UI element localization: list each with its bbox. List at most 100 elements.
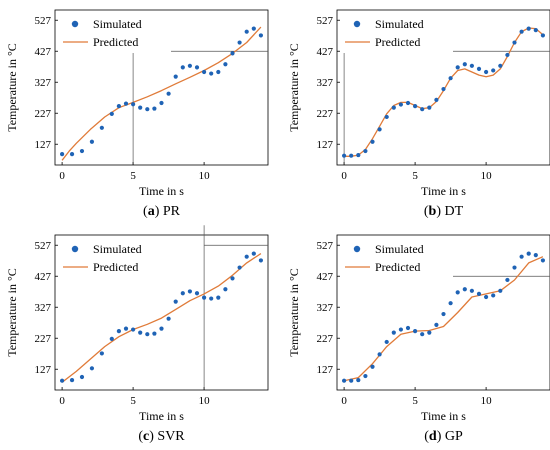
simulated-point bbox=[505, 277, 510, 283]
simulated-point bbox=[405, 325, 411, 331]
simulated-point bbox=[441, 311, 446, 317]
simulated-point bbox=[116, 329, 121, 334]
simulated-point bbox=[363, 148, 368, 154]
simulated-point bbox=[519, 254, 524, 259]
panel-caption: (a) PR bbox=[143, 204, 181, 219]
simulated-point bbox=[109, 111, 114, 116]
panel-a: 0 5 10 127 227 327 427 527 Time in s Temperature … bbox=[5, 9, 269, 219]
simulated-point bbox=[377, 352, 382, 357]
simulated-point bbox=[180, 291, 185, 296]
x-tick-label: 10 bbox=[481, 170, 493, 182]
simulated-point bbox=[202, 69, 207, 75]
simulated-point bbox=[216, 295, 221, 300]
plot-frame bbox=[54, 9, 269, 166]
simulated-point bbox=[237, 40, 242, 45]
simulated-point bbox=[370, 364, 375, 369]
plot-frame bbox=[336, 9, 550, 166]
simulated-point bbox=[223, 287, 228, 292]
simulated-point bbox=[187, 63, 192, 68]
simulated-point bbox=[533, 28, 538, 33]
simulated-point bbox=[498, 63, 503, 68]
simulated-point bbox=[60, 152, 65, 157]
simulated-point bbox=[258, 33, 263, 38]
y-tick-label: 127 bbox=[35, 139, 52, 151]
simulated-point bbox=[251, 26, 256, 31]
y-tick-label: 227 bbox=[35, 108, 52, 120]
simulated-point bbox=[230, 51, 235, 56]
predicted-line bbox=[61, 253, 262, 383]
simulated-point bbox=[166, 316, 171, 321]
simulated-point bbox=[498, 288, 503, 293]
y-tick-label: 427 bbox=[35, 46, 52, 58]
simulated-point bbox=[123, 101, 129, 106]
simulated-point bbox=[99, 125, 104, 130]
legend-simulated-marker bbox=[353, 20, 361, 28]
simulated-point bbox=[138, 330, 143, 335]
simulated-point bbox=[413, 104, 418, 109]
simulated-point bbox=[244, 29, 249, 34]
simulated-point bbox=[258, 258, 263, 263]
y-tick-label: 527 bbox=[35, 15, 52, 27]
legend: Simulated Predicted bbox=[341, 238, 453, 278]
simulated-point bbox=[441, 86, 446, 92]
simulated-point bbox=[512, 40, 517, 45]
y-tick-label: 127 bbox=[35, 364, 52, 376]
x-tick-label: 0 bbox=[59, 170, 65, 182]
simulated-point bbox=[491, 293, 496, 298]
plot-frame bbox=[336, 234, 550, 391]
simulated-point bbox=[462, 287, 467, 292]
simulated-point bbox=[533, 253, 538, 258]
panel-caption-name: GP bbox=[445, 429, 463, 444]
simulated-point bbox=[384, 114, 389, 120]
y-tick-label: 427 bbox=[35, 271, 52, 283]
panel-caption-letter: c bbox=[143, 429, 149, 444]
simulated-point bbox=[89, 366, 95, 371]
x-tick-label: 10 bbox=[481, 395, 493, 407]
legend-simulated-label: Simulated bbox=[375, 242, 424, 256]
simulated-point bbox=[230, 276, 235, 281]
simulated-point bbox=[89, 139, 95, 144]
simulated-point bbox=[116, 104, 121, 109]
simulated-point bbox=[519, 29, 524, 34]
y-tick-label: 527 bbox=[317, 15, 334, 27]
simulated-point bbox=[131, 327, 136, 332]
legend: Simulated Predicted bbox=[341, 13, 453, 53]
panel-caption-name: SVR bbox=[157, 429, 185, 444]
simulated-point bbox=[512, 265, 517, 270]
simulated-point bbox=[131, 102, 136, 107]
simulated-point bbox=[145, 107, 150, 112]
simulated-point bbox=[462, 62, 467, 67]
legend-simulated-label: Simulated bbox=[375, 17, 424, 31]
panel-caption-letter: b bbox=[429, 204, 437, 219]
x-tick-label: 5 bbox=[412, 170, 418, 182]
y-tick-label: 427 bbox=[317, 46, 334, 58]
panel-caption: (c) SVR bbox=[138, 429, 185, 444]
predicted-line bbox=[61, 26, 262, 161]
panel-caption-letter: a bbox=[148, 204, 155, 219]
y-tick-label: 527 bbox=[35, 240, 52, 252]
legend-box bbox=[59, 13, 171, 53]
x-tick-label: 10 bbox=[199, 170, 211, 182]
simulated-point bbox=[79, 148, 85, 154]
simulated-point bbox=[194, 65, 200, 70]
y-tick-label: 327 bbox=[35, 77, 52, 89]
simulated-point bbox=[209, 296, 214, 301]
y-tick-label: 327 bbox=[35, 302, 52, 314]
simulated-point bbox=[491, 68, 496, 73]
simulated-point bbox=[251, 251, 256, 256]
simulated-point bbox=[398, 327, 403, 332]
simulated-point bbox=[448, 301, 453, 306]
simulated-point bbox=[109, 336, 114, 341]
y-tick-label: 527 bbox=[317, 240, 334, 252]
simulated-point bbox=[526, 26, 531, 31]
simulated-point bbox=[244, 254, 249, 259]
legend-simulated-marker bbox=[71, 20, 79, 28]
simulated-point bbox=[216, 69, 221, 75]
simulated-point bbox=[505, 52, 510, 58]
y-tick-label: 427 bbox=[317, 271, 334, 283]
x-tick-label: 5 bbox=[130, 395, 136, 407]
y-tick-label: 227 bbox=[317, 108, 334, 120]
simulated-point bbox=[484, 69, 489, 75]
legend-box bbox=[341, 13, 453, 53]
